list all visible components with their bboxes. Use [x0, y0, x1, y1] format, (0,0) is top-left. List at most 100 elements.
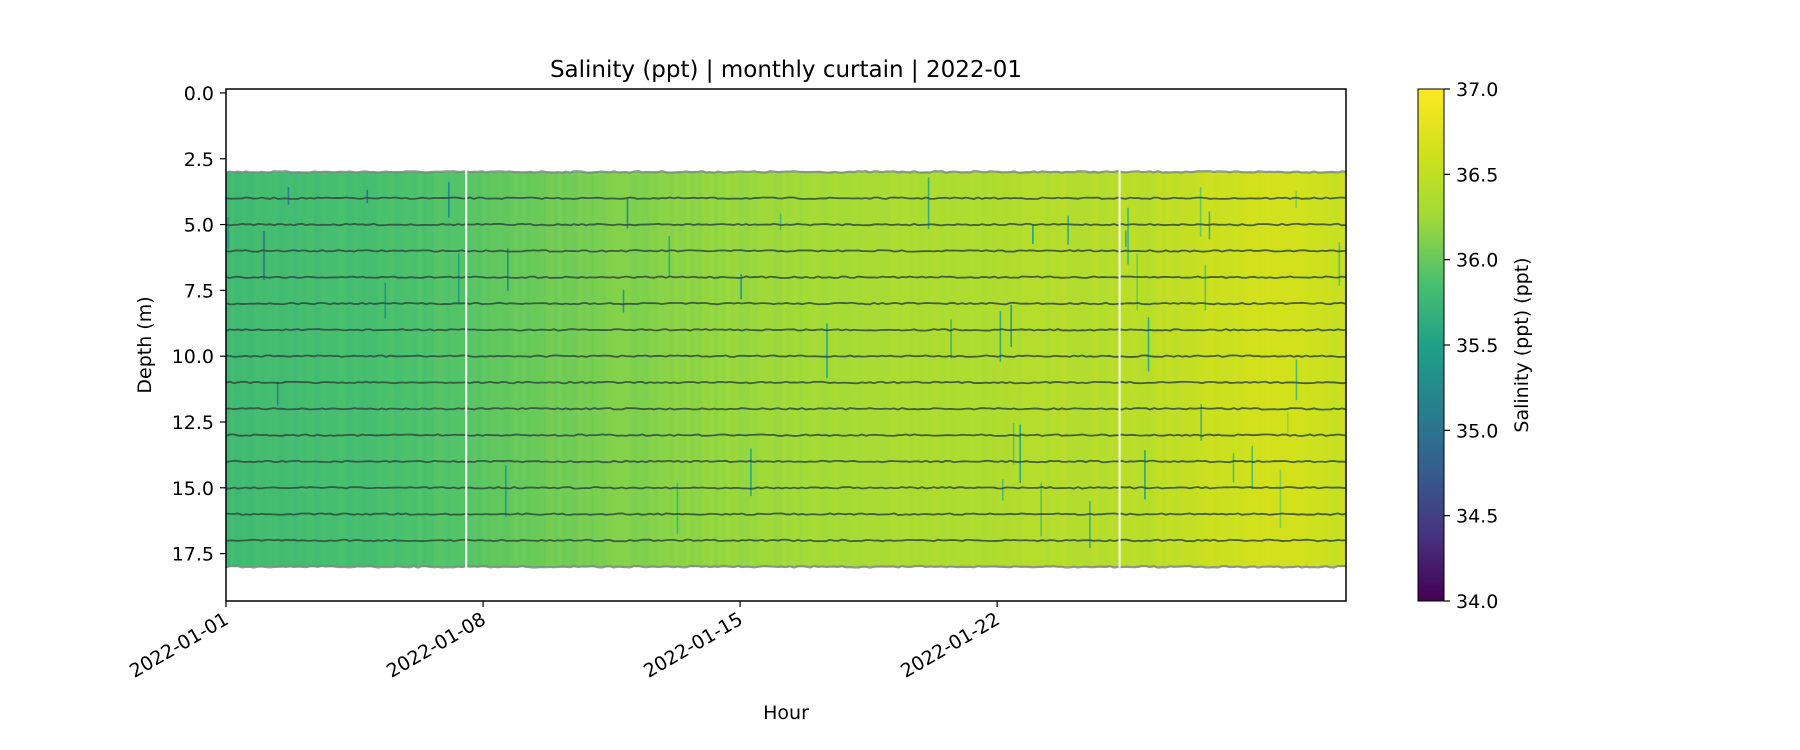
curtain-strip — [230, 171, 235, 567]
curtain-strip — [254, 171, 259, 567]
curtain-strip — [1074, 171, 1079, 567]
curtain-strip — [1134, 171, 1139, 567]
low-salinity-streak — [1338, 242, 1341, 286]
curtain-strip — [718, 171, 723, 567]
curtain-strip — [1046, 171, 1051, 567]
missing-data-gaps — [465, 169, 1121, 568]
curtain-strip — [1230, 171, 1235, 567]
curtain-strip — [270, 171, 275, 567]
curtain-strip — [818, 171, 823, 567]
curtain-strip — [998, 171, 1003, 567]
curtain-strip — [982, 171, 987, 567]
curtain-strip — [618, 171, 623, 567]
curtain-strip — [1198, 171, 1203, 567]
curtain-strip — [514, 171, 519, 567]
low-salinity-streak — [448, 182, 450, 218]
curtain-strip — [1162, 171, 1167, 567]
curtain-strip — [934, 171, 939, 567]
curtain-strip — [862, 171, 867, 567]
curtain-strip — [534, 171, 539, 567]
curtain-strip — [994, 171, 999, 567]
curtain-strip — [1130, 171, 1135, 567]
curtain-strip — [1210, 171, 1215, 567]
curtain-strip — [1182, 171, 1187, 567]
low-salinity-streak — [779, 213, 782, 230]
curtain-strip — [882, 171, 887, 567]
low-salinity-streak — [1040, 482, 1042, 537]
plot-frame — [225, 88, 1347, 602]
curtain-strip — [662, 171, 667, 567]
curtain-strip — [566, 171, 571, 567]
curtain-strip — [886, 171, 891, 567]
colorbar-tick-label: 34.5 — [1456, 506, 1498, 528]
curtain-strip — [554, 171, 559, 567]
curtain-strip — [638, 171, 643, 567]
y-tick-label: 15.0 — [172, 478, 214, 500]
y-tick-label: 7.5 — [184, 280, 214, 302]
colorbar-tick-label: 36.5 — [1456, 164, 1498, 186]
curtain-strip — [522, 171, 527, 567]
x-axis-label: Hour — [763, 702, 809, 724]
curtain-strip — [770, 171, 775, 567]
low-salinity-streak — [1144, 450, 1146, 500]
curtain-strip — [830, 171, 835, 567]
low-salinity-streak — [384, 282, 387, 319]
curtain-strip — [250, 171, 255, 567]
curtain-strip — [370, 171, 375, 567]
curtain-strip — [822, 171, 827, 567]
curtain-strip — [758, 171, 763, 567]
curtain-strip — [1158, 171, 1163, 567]
curtain-strip — [670, 171, 675, 567]
curtain-strip — [714, 171, 719, 567]
curtain-strip — [938, 171, 943, 567]
low-salinity-streak — [668, 236, 671, 278]
curtain-strip — [1270, 171, 1275, 567]
curtain-strip — [958, 171, 963, 567]
curtain-strip — [386, 171, 391, 567]
curtain-strip — [942, 171, 947, 567]
curtain-strip — [334, 171, 339, 567]
curtain-strip — [438, 171, 443, 567]
low-salinity-streak — [1295, 359, 1298, 401]
curtain-strip — [790, 171, 795, 567]
curtain-strip — [562, 171, 567, 567]
curtain-strip — [470, 171, 475, 567]
curtain-strip — [810, 171, 815, 567]
curtain-strip — [430, 171, 435, 567]
curtain-strip — [582, 171, 587, 567]
curtain-strip — [926, 171, 931, 567]
curtain-strip — [558, 171, 563, 567]
curtain-strip — [894, 171, 899, 567]
curtain-strip — [466, 171, 471, 567]
colorbar-ticks: 34.0 34.5 35.0 35.5 36.0 36.5 37.0 — [1444, 79, 1498, 613]
curtain-strip — [526, 171, 531, 567]
y-axis-label: Depth (m) — [134, 296, 156, 393]
curtain-strip — [310, 171, 315, 567]
curtain-strip — [226, 171, 231, 567]
curtain-strip — [750, 171, 755, 567]
curtain-strip — [706, 171, 711, 567]
curtain-strip — [874, 171, 879, 567]
curtain-strip — [1314, 171, 1319, 567]
curtain-strip — [1302, 171, 1307, 567]
curtain-strip — [970, 171, 975, 567]
curtain-strip — [294, 171, 299, 567]
curtain-strip — [710, 171, 715, 567]
curtain-strip — [1250, 171, 1255, 567]
curtain-strip — [1098, 171, 1103, 567]
curtain-strip — [398, 171, 403, 567]
low-salinity-streak — [1232, 453, 1235, 483]
curtain-strip — [1246, 171, 1251, 567]
curtain-strip — [978, 171, 983, 567]
curtain-strip — [690, 171, 695, 567]
curtain-strip — [1122, 171, 1127, 567]
curtain-strip — [898, 171, 903, 567]
x-tick-label: 2022-01-08 — [383, 608, 490, 682]
sensor-depth-line — [226, 407, 1346, 411]
curtain-strip — [974, 171, 979, 567]
curtain-strip — [1138, 171, 1143, 567]
low-salinity-streak — [1287, 411, 1289, 433]
curtain-strip — [406, 171, 411, 567]
curtain-strip — [542, 171, 547, 567]
curtain-strip — [786, 171, 791, 567]
